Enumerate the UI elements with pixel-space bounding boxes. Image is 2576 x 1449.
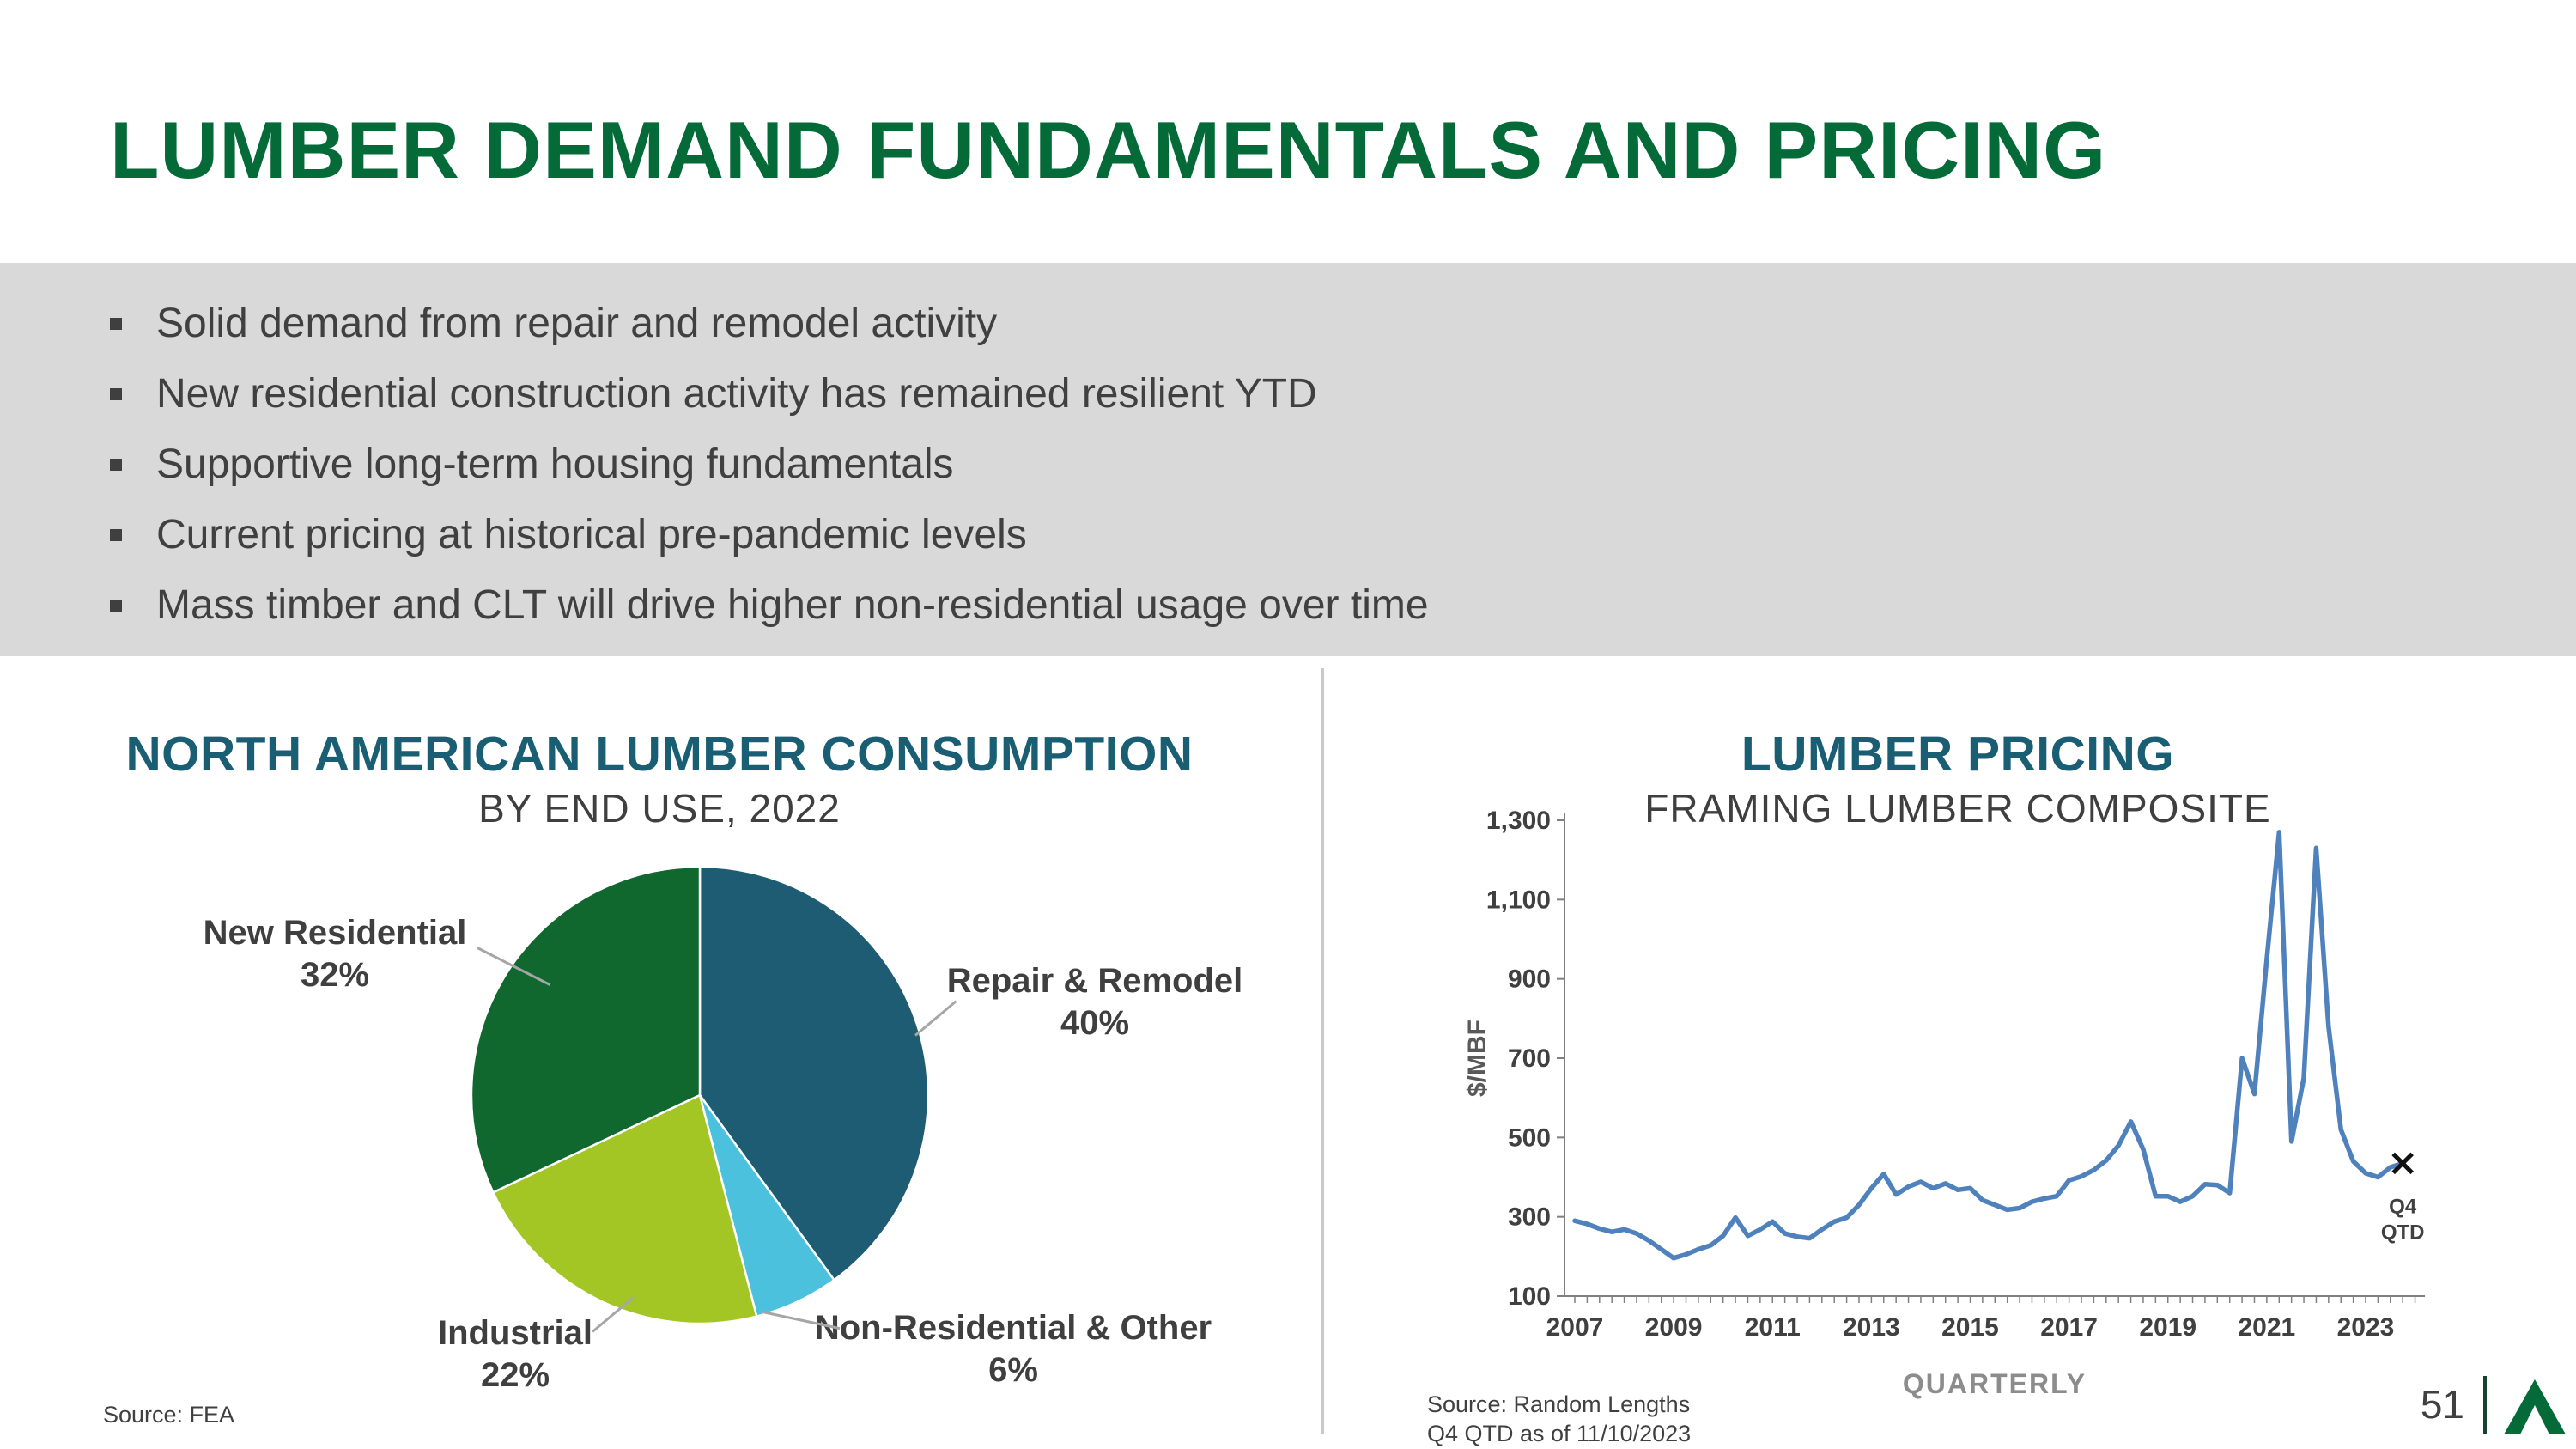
bullet-text: Current pricing at historical pre-pandem… [156, 512, 1027, 557]
y-tick-label: 100 [1508, 1282, 1551, 1311]
price-line-series [1572, 830, 2405, 1261]
x-tick-label: 2023 [2337, 1313, 2395, 1342]
pie-slice-0 [698, 865, 930, 1282]
line-source-line1: Source: Random Lengths [1427, 1391, 1691, 1417]
y-tick-label: 300 [1508, 1203, 1551, 1232]
line-source: Source: Random Lengths Q4 QTD as of 11/1… [1427, 1390, 1691, 1448]
x-tick-label: 2013 [1843, 1313, 1900, 1342]
x-tick-label: 2009 [1645, 1313, 1703, 1342]
bullet-text: Mass timber and CLT will drive higher no… [156, 582, 1429, 628]
y-tick-label: 500 [1508, 1123, 1551, 1152]
y-tick-label: 1,300 [1486, 807, 1551, 835]
pie-chart-svg [470, 865, 930, 1325]
y-tick-label: 900 [1508, 965, 1551, 994]
bullet-marker-icon [110, 318, 122, 330]
bullet-text: Solid demand from repair and remodel act… [156, 301, 998, 346]
pie-label-name: Repair & Remodel [946, 962, 1243, 1000]
bullet-marker-icon [110, 459, 122, 471]
line-chart-title: LUMBER PRICING [1741, 727, 2175, 782]
end-marker-icon [2391, 1152, 2414, 1175]
bullet-item: Mass timber and CLT will drive higher no… [110, 579, 2576, 632]
x-tick-label: 2015 [1941, 1313, 1999, 1342]
bullet-item: New residential construction activity ha… [110, 368, 2576, 421]
pie-chart-subtitle: BY END USE, 2022 [478, 786, 841, 831]
x-tick-label: 2021 [2239, 1313, 2296, 1342]
x-tick-label: 2019 [2139, 1313, 2196, 1342]
pie-label-non-residential: Non-Residential & Other 6% [790, 1307, 1236, 1391]
bullet-text: Supportive long-term housing fundamental… [156, 441, 954, 487]
page-number: 51 [2420, 1382, 2464, 1427]
line-chart-subtitle: FRAMING LUMBER COMPOSITE [1644, 786, 2271, 831]
bullet-text: New residential construction activity ha… [156, 371, 1317, 417]
pie-label-name: Non-Residential & Other [814, 1309, 1212, 1347]
footer-divider [2483, 1376, 2487, 1434]
bullet-marker-icon [110, 529, 122, 541]
bullet-item: Current pricing at historical pre-pandem… [110, 508, 2576, 562]
pie-label-repair-remodel: Repair & Remodel 40% [910, 960, 1279, 1044]
end-marker-label: Q4 [2389, 1195, 2417, 1218]
line-source-line2: Q4 QTD as of 11/10/2023 [1427, 1421, 1692, 1446]
bullet-band: Solid demand from repair and remodel act… [0, 263, 2576, 656]
end-marker-label: QTD [2381, 1221, 2425, 1244]
y-tick-label: 1,100 [1486, 886, 1551, 914]
pie-label-pct: 32% [300, 956, 370, 994]
pie-label-industrial: Industrial 22% [343, 1312, 687, 1397]
slide-title: LUMBER DEMAND FUNDAMENTALS AND PRICING [110, 105, 2107, 195]
pie-chart-title: NORTH AMERICAN LUMBER CONSUMPTION [125, 727, 1194, 782]
pie-label-pct: 22% [480, 1356, 550, 1394]
pie-source: Source: FEA [103, 1402, 235, 1428]
pie-slice-2 [491, 1093, 758, 1325]
pie-slice-3 [470, 865, 702, 1194]
y-axis-title: $/MBF [1463, 1020, 1492, 1097]
line-chart-svg: 100 300 500 700 900 1,100 1,300 2007 2009 2011 201… [1463, 807, 2425, 1399]
pie-label-new-residential: New Residential 32% [163, 912, 507, 996]
bullet-marker-icon [110, 388, 122, 400]
company-logo-icon [2504, 1379, 2566, 1434]
y-tick-label: 700 [1508, 1044, 1551, 1073]
bullet-item: Supportive long-term housing fundamental… [110, 438, 2576, 491]
x-tick-label: 2007 [1546, 1313, 1604, 1342]
x-tick-label: 2017 [2040, 1313, 2098, 1342]
x-tick-label: 2011 [1745, 1313, 1801, 1342]
pie-label-name: New Residential [203, 914, 467, 952]
column-divider [1321, 668, 1324, 1434]
bullet-marker-icon [110, 600, 122, 612]
pie-label-pct: 40% [1060, 1004, 1130, 1042]
pie-label-name: Industrial [437, 1314, 593, 1352]
bullet-item: Solid demand from repair and remodel act… [110, 297, 2576, 350]
x-axis-title: QUARTERLY [1903, 1368, 2087, 1399]
pie-label-pct: 6% [988, 1351, 1038, 1389]
